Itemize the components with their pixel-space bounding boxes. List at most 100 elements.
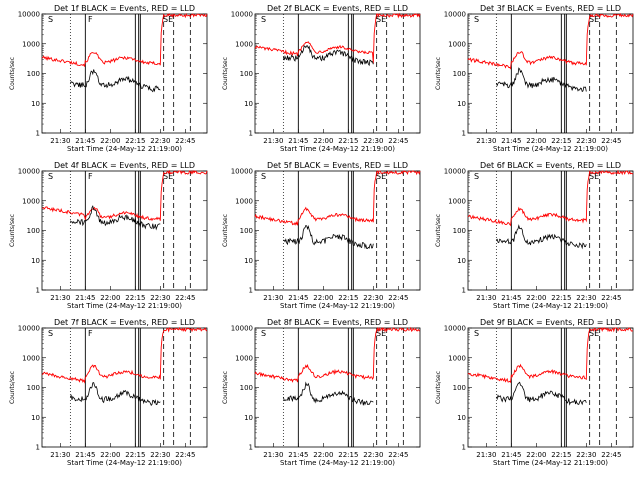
x-tick-label: 22:30	[363, 294, 383, 302]
x-tick-label: 21:45	[75, 451, 95, 459]
y-tick-label: 10000	[18, 168, 40, 176]
series-lld-line	[254, 326, 421, 383]
x-tick-label: 22:45	[175, 294, 195, 302]
y-tick-label: 1	[462, 444, 466, 452]
series-events-line	[69, 205, 161, 231]
x-tick-label: 22:00	[313, 451, 333, 459]
x-tick-label: 22:30	[576, 451, 596, 459]
x-tick-label: 22:15	[125, 451, 145, 459]
panel-title: Det 6f BLACK = Events, RED = LLD	[480, 161, 621, 170]
panel-det-6: Det 6f BLACK = Events, RED = LLD 1 10 100 10…	[435, 161, 634, 310]
flag-label: SE	[589, 329, 599, 338]
y-tick-label: 1	[249, 130, 253, 138]
x-axis-label: Start Time (24-May-12 21:19:00)	[493, 459, 608, 467]
x-tick-label: 21:30	[476, 294, 496, 302]
y-tick-label: 10000	[231, 168, 253, 176]
plot-frame	[467, 13, 634, 134]
y-tick-label: 10	[31, 100, 40, 108]
flag-label: F	[88, 15, 93, 24]
series-events-line	[496, 224, 587, 250]
x-tick-label: 22:15	[338, 294, 358, 302]
plot-frame	[254, 327, 421, 448]
x-tick-label: 22:30	[363, 451, 383, 459]
y-tick-label: 1000	[235, 197, 253, 205]
plot-frame	[254, 13, 421, 134]
x-tick-label: 22:30	[150, 451, 170, 459]
x-tick-label: 22:45	[601, 451, 621, 459]
plot-frame	[41, 327, 208, 448]
x-axis-label: Start Time (24-May-12 21:19:00)	[67, 145, 182, 153]
y-tick-label: 1000	[448, 40, 466, 48]
flag-label: S	[474, 329, 479, 338]
x-tick-label: 21:30	[476, 451, 496, 459]
flag-label: SE	[589, 172, 599, 181]
x-tick-label: 21:30	[50, 294, 70, 302]
x-tick-label: 21:30	[263, 137, 283, 145]
x-tick-label: 21:45	[288, 137, 308, 145]
panel-title: Det 2f BLACK = Events, RED = LLD	[267, 4, 408, 13]
y-axis-label: Counts/sec	[222, 371, 229, 404]
x-tick-label: 22:15	[551, 137, 571, 145]
y-axis-label: Counts/sec	[435, 57, 442, 90]
x-tick-label: 21:45	[501, 294, 521, 302]
x-tick-label: 22:00	[100, 294, 120, 302]
y-tick-label: 100	[27, 70, 40, 78]
y-tick-label: 1	[36, 130, 40, 138]
x-axis-label: Start Time (24-May-12 21:19:00)	[280, 459, 395, 467]
y-tick-label: 1	[249, 287, 253, 295]
x-tick-label: 21:45	[288, 451, 308, 459]
y-axis-label: Counts/sec	[9, 57, 16, 90]
panel-title: Det 4f BLACK = Events, RED = LLD	[54, 161, 195, 170]
series-lld-line	[467, 169, 634, 227]
y-tick-label: 100	[453, 384, 466, 392]
x-tick-label: 22:00	[526, 451, 546, 459]
series-lld-line	[41, 169, 208, 222]
x-tick-label: 21:45	[75, 137, 95, 145]
y-tick-label: 1	[462, 287, 466, 295]
flag-label: F	[88, 172, 93, 181]
y-tick-label: 100	[27, 227, 40, 235]
x-tick-label: 22:45	[388, 294, 408, 302]
y-axis-label: Counts/sec	[435, 371, 442, 404]
series-events-line	[69, 69, 161, 93]
flag-label: S	[48, 329, 53, 338]
y-tick-label: 100	[240, 70, 253, 78]
x-tick-label: 22:45	[601, 294, 621, 302]
flag-label: SE	[589, 15, 599, 24]
panel-det-7: Det 7f BLACK = Events, RED = LLD 1 10 100 10…	[9, 318, 208, 467]
flag-label: S	[474, 172, 479, 181]
flag-label: S	[261, 15, 266, 24]
panel-title: Det 8f BLACK = Events, RED = LLD	[267, 318, 408, 327]
series-lld-line	[254, 169, 421, 226]
y-tick-label: 10000	[231, 11, 253, 19]
flag-label: SE	[163, 15, 173, 24]
flag-label: SE	[376, 329, 386, 338]
panel-title: Det 1f BLACK = Events, RED = LLD	[54, 4, 195, 13]
y-tick-label: 10000	[231, 325, 253, 333]
y-tick-label: 10000	[18, 11, 40, 19]
series-events-line	[69, 382, 161, 407]
panel-det-2: Det 2f BLACK = Events, RED = LLD 1 10 100 10…	[222, 4, 421, 153]
y-tick-label: 10	[457, 100, 466, 108]
y-tick-label: 10	[457, 414, 466, 422]
y-tick-label: 1	[36, 287, 40, 295]
x-tick-label: 22:30	[150, 137, 170, 145]
x-tick-label: 21:30	[263, 451, 283, 459]
x-tick-label: 21:45	[288, 294, 308, 302]
x-axis-label: Start Time (24-May-12 21:19:00)	[280, 145, 395, 153]
y-tick-label: 1000	[22, 40, 40, 48]
y-tick-label: 10000	[444, 168, 466, 176]
x-tick-label: 21:30	[476, 137, 496, 145]
x-tick-label: 22:15	[551, 294, 571, 302]
y-tick-label: 1000	[235, 354, 253, 362]
y-tick-label: 1	[36, 444, 40, 452]
x-tick-label: 21:30	[50, 451, 70, 459]
x-tick-label: 22:00	[313, 137, 333, 145]
x-tick-label: 22:45	[601, 137, 621, 145]
y-tick-label: 10	[31, 257, 40, 265]
x-tick-label: 22:15	[338, 451, 358, 459]
x-tick-label: 22:45	[388, 451, 408, 459]
x-tick-label: 22:15	[125, 294, 145, 302]
flag-label: S	[48, 172, 53, 181]
